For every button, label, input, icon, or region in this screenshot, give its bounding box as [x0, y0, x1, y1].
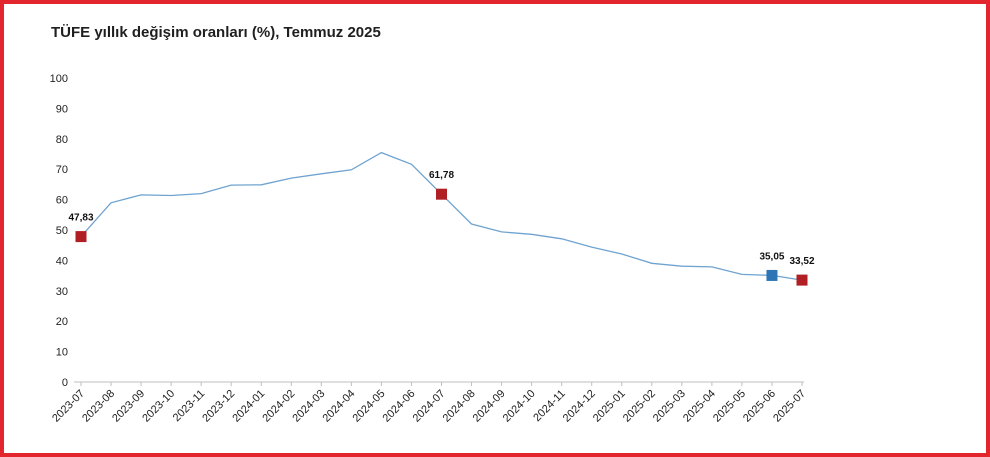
y-tick-label: 0	[62, 377, 68, 389]
x-tick-label: 2024-10	[501, 388, 538, 425]
x-tick-label: 2025-07	[771, 388, 808, 425]
data-label: 35,05	[759, 251, 784, 262]
x-tick-label: 2023-12	[200, 388, 237, 425]
x-tick-label: 2023-07	[50, 388, 87, 425]
x-tick-label: 2025-03	[651, 388, 688, 425]
x-tick-label: 2025-05	[711, 388, 748, 425]
y-tick-label: 90	[56, 103, 68, 115]
chart-title: TÜFE yıllık değişim oranları (%), Temmuz…	[51, 24, 381, 41]
data-point-marker	[766, 269, 778, 281]
y-tick-label: 20	[56, 316, 68, 328]
x-tick-label: 2025-01	[591, 388, 628, 425]
y-tick-label: 50	[56, 225, 68, 237]
x-tick-label: 2024-07	[411, 388, 448, 425]
x-tick-label: 2025-04	[681, 388, 718, 425]
x-tick-label: 2024-01	[230, 388, 267, 425]
x-tick-label: 2024-03	[290, 388, 327, 425]
y-tick-label: 100	[50, 73, 68, 85]
x-tick-label: 2024-12	[561, 388, 598, 425]
y-tick-label: 40	[56, 255, 68, 267]
y-tick-label: 30	[56, 286, 68, 298]
y-tick-label: 10	[56, 347, 68, 359]
x-tick-label: 2024-08	[441, 388, 478, 425]
x-tick-label: 2023-10	[140, 388, 177, 425]
x-tick-label: 2025-06	[741, 388, 778, 425]
data-point-marker	[436, 188, 447, 200]
x-tick-label: 2024-09	[471, 388, 508, 425]
x-tick-label: 2025-02	[621, 388, 658, 425]
data-label: 33,52	[789, 256, 814, 267]
data-point-marker	[796, 274, 808, 286]
y-tick-label: 60	[56, 195, 68, 207]
y-tick-label: 80	[56, 134, 68, 146]
x-tick-label: 2024-04	[320, 388, 357, 425]
x-tick-label: 2024-02	[260, 388, 297, 425]
data-point-marker	[75, 231, 87, 243]
x-tick-label: 2024-05	[351, 388, 388, 425]
data-label: 61,78	[429, 170, 454, 181]
x-tick-label: 2023-09	[110, 388, 147, 425]
x-tick-label: 2024-06	[381, 388, 418, 425]
y-tick-label: 70	[56, 164, 68, 176]
x-tick-label: 2023-08	[80, 388, 117, 425]
data-label: 47,83	[68, 213, 93, 224]
